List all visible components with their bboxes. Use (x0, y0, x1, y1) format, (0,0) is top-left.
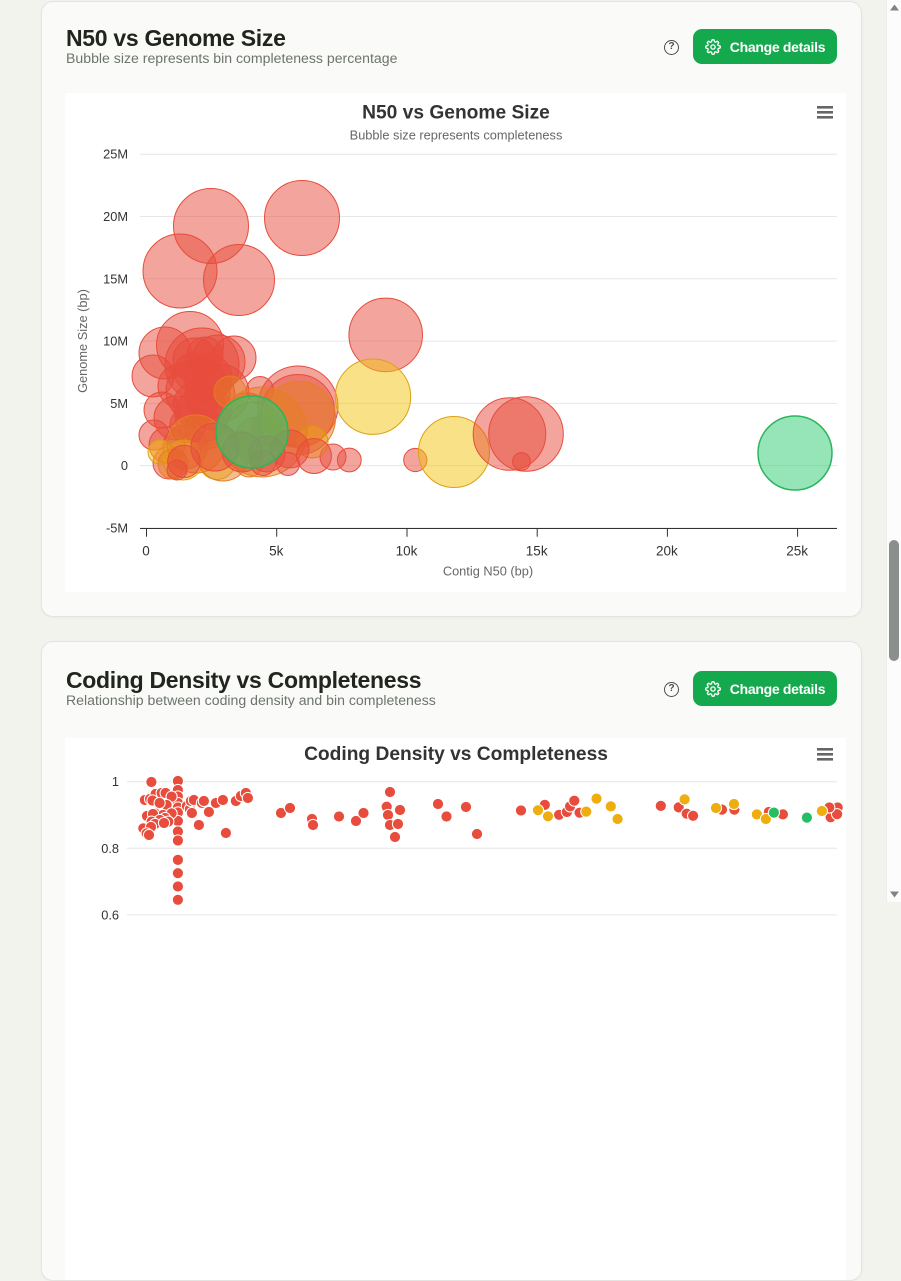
svg-text:10k: 10k (396, 544, 418, 559)
svg-text:1: 1 (112, 774, 119, 789)
svg-text:Bubble size represents complet: Bubble size represents completeness (350, 128, 563, 143)
svg-text:0.6: 0.6 (101, 907, 119, 922)
svg-text:20k: 20k (656, 544, 678, 559)
svg-text:5k: 5k (269, 544, 284, 559)
svg-text:Contig N50 (bp): Contig N50 (bp) (443, 564, 533, 579)
svg-text:5M: 5M (110, 396, 128, 411)
svg-text:10M: 10M (103, 334, 128, 349)
svg-text:15k: 15k (526, 544, 548, 559)
svg-text:20M: 20M (103, 209, 128, 224)
svg-text:Coding Density vs Completeness: Coding Density vs Completeness (304, 744, 608, 765)
svg-text:15M: 15M (103, 271, 128, 286)
svg-text:-5M: -5M (106, 520, 128, 535)
svg-text:25k: 25k (786, 544, 808, 559)
svg-text:Genome Size (bp): Genome Size (bp) (75, 289, 90, 393)
svg-text:0: 0 (121, 458, 128, 473)
svg-text:0.8: 0.8 (101, 841, 119, 856)
svg-text:N50 vs Genome Size: N50 vs Genome Size (362, 103, 550, 124)
svg-text:0: 0 (142, 544, 150, 559)
svg-text:25M: 25M (103, 147, 128, 162)
